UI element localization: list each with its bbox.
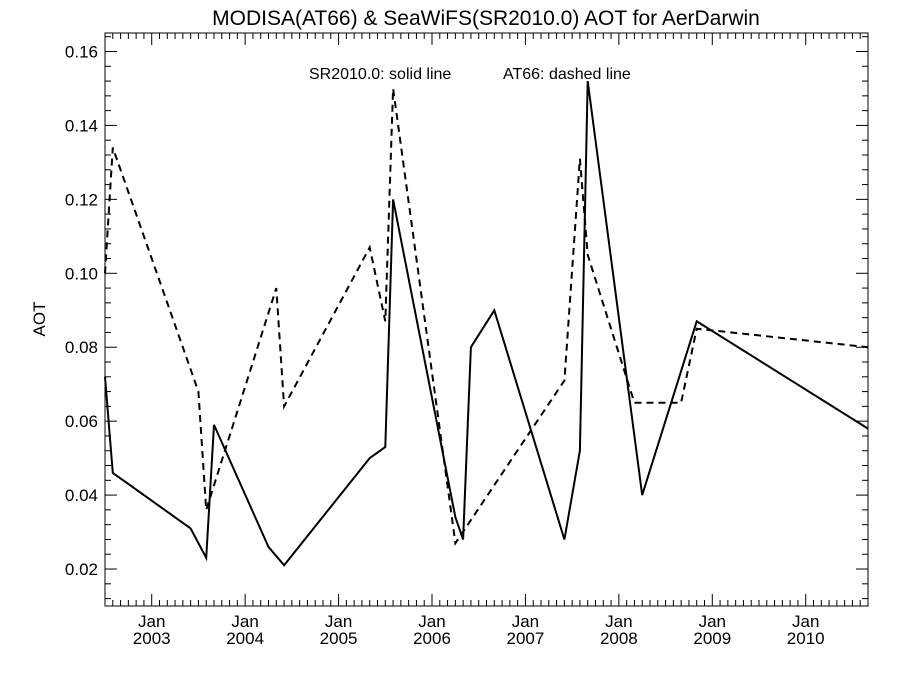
- annotation-solid-line: SR2010.0: solid line: [309, 66, 451, 83]
- x-tick-year-label: 2003: [133, 629, 171, 648]
- y-tick-label: 0.12: [65, 190, 98, 209]
- y-tick-label: 0.02: [65, 560, 98, 579]
- y-tick-label: 0.04: [65, 486, 98, 505]
- x-tick-year-label: 2008: [600, 629, 638, 648]
- series-layer: [104, 80, 869, 567]
- x-tick-month-label: Jan: [138, 612, 165, 631]
- x-tick-year-label: 2007: [507, 629, 545, 648]
- x-tick-month-label: Jan: [792, 612, 819, 631]
- y-axis-label: AOT: [30, 302, 49, 337]
- y-tick-label: 0.06: [65, 412, 98, 431]
- annotation-dashed-line: AT66: dashed line: [503, 66, 631, 83]
- x-tick-month-label: Jan: [512, 612, 539, 631]
- chart-title: MODISA(AT66) & SeaWiFS(SR2010.0) AOT for…: [212, 7, 760, 30]
- x-tick-year-label: 2010: [787, 629, 825, 648]
- x-tick-year-label: 2006: [413, 629, 451, 648]
- x-tick-month-label: Jan: [231, 612, 258, 631]
- x-tick-month-label: Jan: [699, 612, 726, 631]
- x-tick-month-label: Jan: [325, 612, 352, 631]
- x-tick-year-label: 2009: [693, 629, 731, 648]
- y-tick-label: 0.10: [65, 264, 98, 283]
- axes-layer: 0.020.040.060.080.100.120.140.16Jan2003J…: [65, 33, 869, 648]
- y-tick-label: 0.14: [65, 116, 98, 135]
- y-tick-label: 0.08: [65, 338, 98, 357]
- series-line-at66: [104, 88, 869, 546]
- x-tick-year-label: 2004: [226, 629, 264, 648]
- x-tick-month-label: Jan: [605, 612, 632, 631]
- x-tick-month-label: Jan: [418, 612, 445, 631]
- series-line-sr2010-0: [104, 80, 869, 567]
- y-tick-label: 0.16: [65, 42, 98, 61]
- x-tick-year-label: 2005: [320, 629, 358, 648]
